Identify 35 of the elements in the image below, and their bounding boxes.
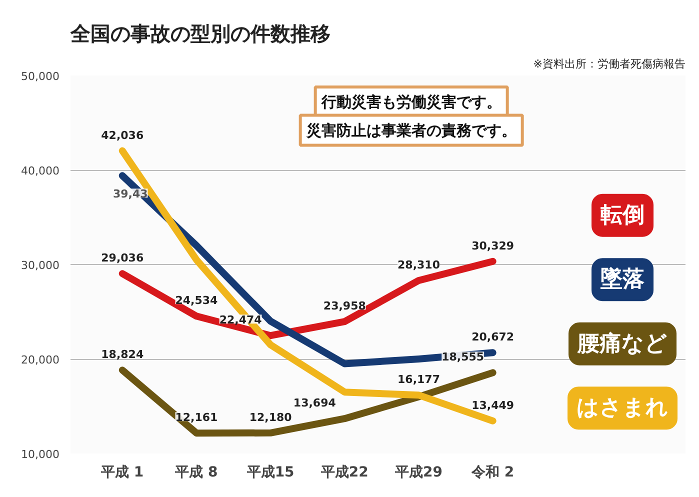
data-label: 18,824 xyxy=(101,348,144,362)
y-tick-label: 20,000 xyxy=(21,354,60,366)
data-label: 20,672 xyxy=(472,330,514,344)
data-label: 18,555 xyxy=(442,350,484,364)
data-label: 12,161 xyxy=(175,411,218,424)
x-tick-label: 平成 8 xyxy=(174,464,218,480)
y-tick-label: 50,000 xyxy=(21,70,60,83)
data-label: 23,958 xyxy=(323,300,366,313)
data-label: 24,534 xyxy=(175,294,218,308)
data-label: 16,177 xyxy=(398,373,440,386)
data-label: 28,310 xyxy=(398,258,440,272)
text: 墜落 xyxy=(600,266,645,292)
y-tick-label: 10,000 xyxy=(21,448,60,461)
data-label: 42,036 xyxy=(101,128,144,142)
x-tick-label: 令和 2 xyxy=(470,464,514,480)
annotation: 行動災害も労働災害です。 xyxy=(320,92,502,111)
data-label: 22,474 xyxy=(219,314,262,327)
y-tick-label: 40,000 xyxy=(21,164,60,178)
data-label: 12,180 xyxy=(249,410,292,424)
annotation: 災害防止は事業者の責務です。 xyxy=(305,121,516,140)
text: ※資料出所：労働者死傷病報告 xyxy=(533,58,686,70)
x-tick-label: 平成15 xyxy=(246,464,294,480)
x-tick-label: 平成22 xyxy=(320,464,368,480)
text: 転倒 xyxy=(600,202,645,228)
data-label: 13,449 xyxy=(472,398,514,412)
chart-title: 全国の事故の型別の件数推移 xyxy=(70,22,330,46)
y-tick-label: 30,000 xyxy=(21,259,60,272)
text: はさまれ xyxy=(576,396,669,421)
data-label: 30,329 xyxy=(472,239,514,252)
data-label: 29,036 xyxy=(101,252,144,265)
x-tick-label: 平成29 xyxy=(394,464,442,480)
annotation: 39,43 xyxy=(112,188,148,201)
text: 腰痛など xyxy=(576,331,668,356)
data-label: 13,694 xyxy=(293,396,336,410)
x-tick-label: 平成 1 xyxy=(100,464,144,480)
